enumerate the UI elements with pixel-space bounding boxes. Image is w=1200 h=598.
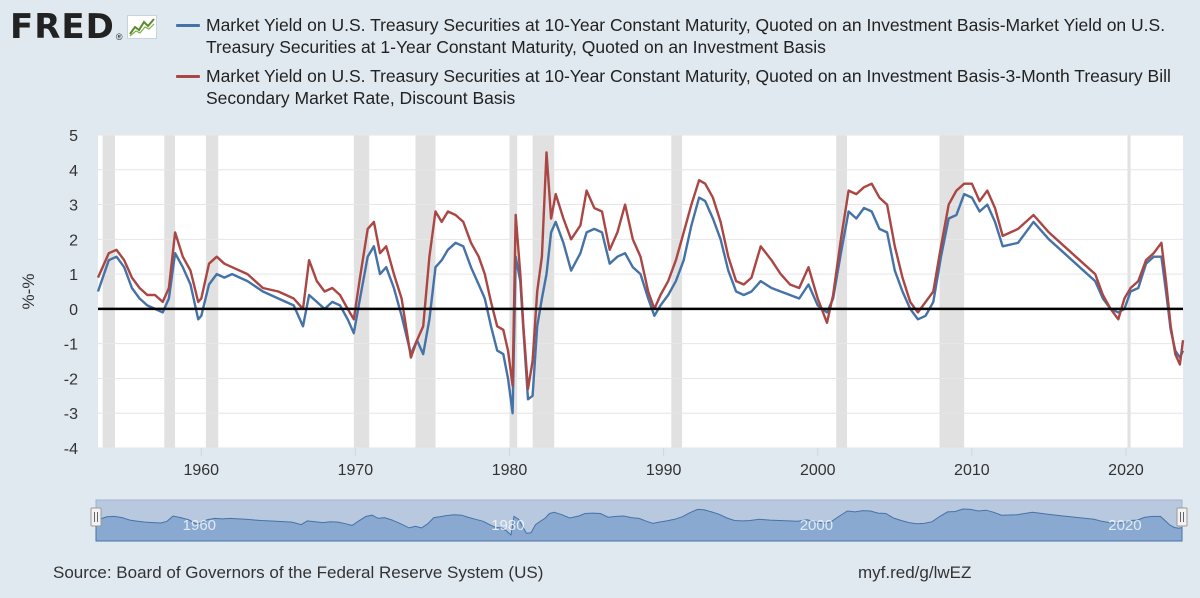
x-tick-label: 1960	[183, 462, 219, 479]
y-tick-label: 1	[69, 267, 78, 284]
legend-item-series-1[interactable]: Market Yield on U.S. Treasury Securities…	[176, 14, 1194, 58]
y-tick-label: -2	[64, 371, 78, 388]
y-tick-label: 3	[69, 198, 78, 215]
navigator-left-handle[interactable]	[90, 507, 102, 527]
navigator-right-handle[interactable]	[1176, 507, 1188, 527]
navigator-label: 2020	[1108, 517, 1141, 534]
series-line-1	[96, 192, 1185, 415]
x-tick-label: 1980	[492, 462, 528, 479]
logo-registered-mark: ®	[115, 32, 123, 42]
source-note: Source: Board of Governors of the Federa…	[53, 563, 544, 582]
legend-label-series-1: Market Yield on U.S. Treasury Securities…	[206, 15, 1166, 57]
handle-box	[1176, 507, 1188, 527]
y-tick-label: -1	[64, 337, 78, 354]
handle-box	[90, 507, 102, 527]
line-chart-icon	[126, 15, 157, 39]
plot-area	[98, 135, 1183, 448]
y-tick-label: 2	[69, 232, 78, 249]
recession-band	[102, 135, 115, 448]
y-tick-label: 5	[69, 128, 78, 145]
legend-label-series-2: Market Yield on U.S. Treasury Securities…	[206, 66, 1171, 108]
recession-band	[671, 135, 683, 448]
navigator-series	[95, 508, 1183, 542]
navigator-label: 1960	[183, 517, 216, 534]
short-link[interactable]: myf.red/g/lwEZ	[858, 563, 972, 582]
x-tick-label: 1970	[338, 462, 374, 479]
y-tick-label: 4	[69, 163, 78, 180]
series-line-2	[96, 151, 1185, 391]
legend-item-series-2[interactable]: Market Yield on U.S. Treasury Securities…	[176, 65, 1194, 109]
recession-band	[205, 135, 219, 448]
x-tick-label: 2010	[954, 462, 990, 479]
x-tick-label: 2020	[1108, 462, 1144, 479]
navigator-label: 1980	[491, 517, 524, 534]
recession-band	[836, 135, 848, 448]
logo-text: FRED	[10, 7, 115, 47]
y-axis-title: %-%	[19, 274, 38, 310]
y-tick-label: 0	[69, 302, 78, 319]
x-tick-label: 1990	[646, 462, 682, 479]
legend-swatch-series-1	[176, 24, 200, 27]
navigator-label: 2000	[800, 517, 833, 534]
legend-swatch-series-2	[176, 75, 200, 78]
fred-logo[interactable]: FRED ®	[10, 10, 157, 44]
y-tick-label: -3	[64, 406, 78, 423]
legend: Market Yield on U.S. Treasury Securities…	[176, 14, 1194, 116]
y-tick-label: -4	[64, 441, 78, 458]
x-tick-label: 2000	[800, 462, 836, 479]
recession-band	[939, 135, 965, 448]
